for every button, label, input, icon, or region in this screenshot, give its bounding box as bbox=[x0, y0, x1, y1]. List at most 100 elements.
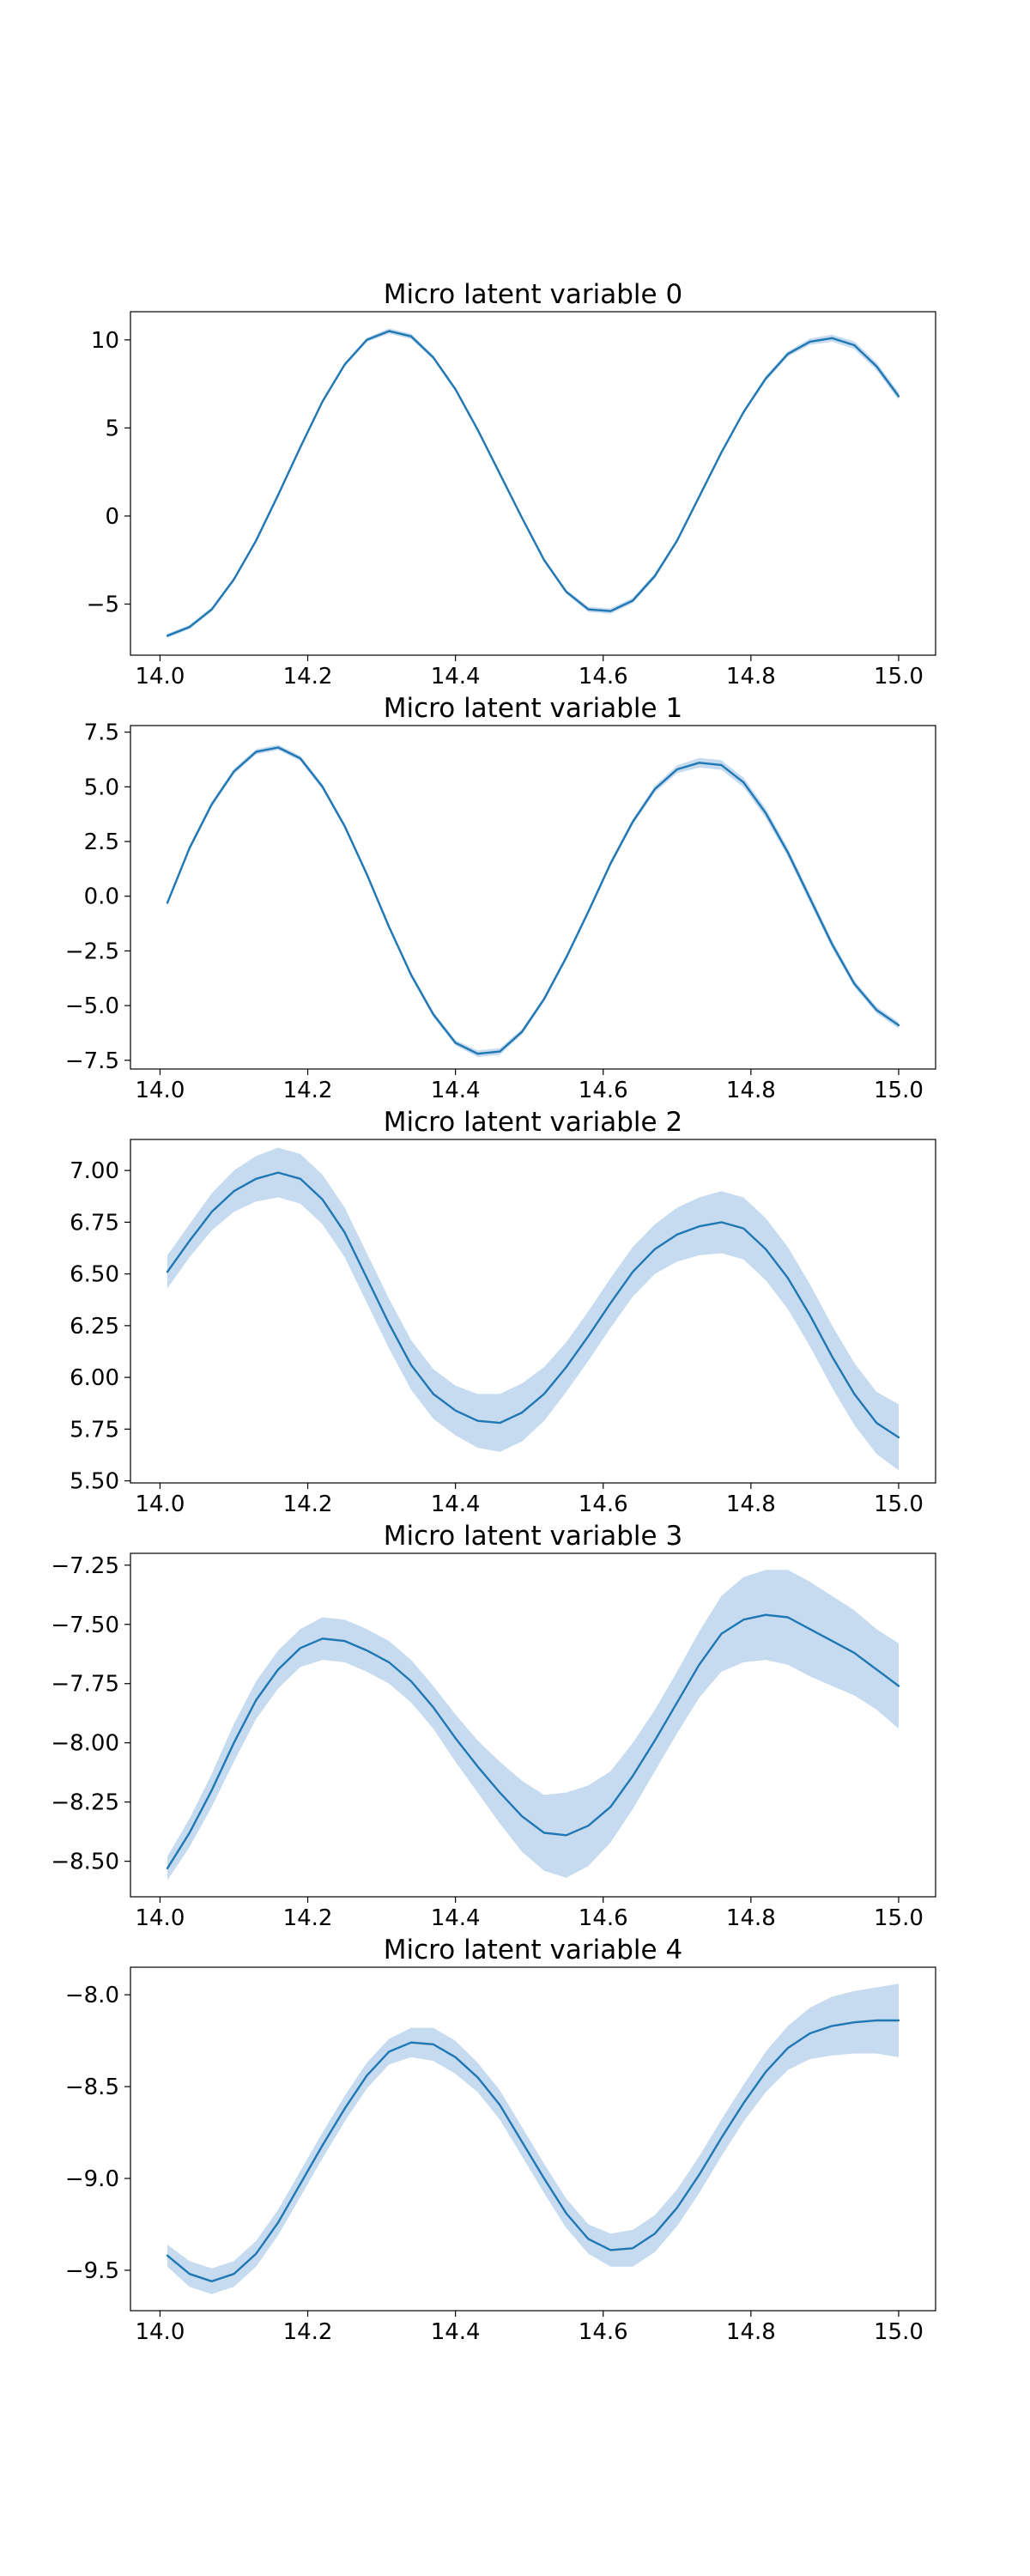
mean-line-layer bbox=[166, 2019, 900, 2283]
y-tick-label: 5.0 bbox=[84, 775, 119, 800]
x-axis: 14.0 14.2 14.4 14.6 14.8 15.0 bbox=[135, 1897, 924, 1931]
mean-line-layer bbox=[166, 1613, 900, 1870]
y-tick-label: −8.25 bbox=[51, 1790, 119, 1816]
y-tick-label: −7.25 bbox=[51, 1553, 119, 1579]
y-axis: 7.00 6.75 6.50 6.25 6.00 5.75 5.50 bbox=[70, 1158, 130, 1495]
uncertainty-band-layer bbox=[167, 1984, 899, 2294]
y-tick-label: 6.00 bbox=[70, 1365, 119, 1391]
plot-area bbox=[130, 312, 936, 655]
mean-line-layer bbox=[166, 746, 900, 1055]
x-tick-label: 14.6 bbox=[579, 2319, 628, 2345]
x-tick-label: 15.0 bbox=[874, 1492, 924, 1517]
x-tick-label: 14.8 bbox=[726, 664, 776, 690]
chart-title: Micro latent variable 1 bbox=[384, 693, 682, 724]
y-axis: 7.5 5.0 2.5 0.0 −2.5 −5.0 −7.5 bbox=[65, 720, 130, 1074]
y-tick-label: −7.75 bbox=[51, 1672, 119, 1698]
subplot-3: 14.0 14.2 14.4 14.6 14.8 15.0 −7.25 −7.50 −7.75… bbox=[51, 1521, 936, 1931]
y-tick-label: −7.50 bbox=[51, 1613, 119, 1638]
x-tick-label: 14.4 bbox=[431, 1905, 481, 1931]
y-tick-label: −9.0 bbox=[65, 2166, 119, 2192]
y-tick-label: 0.0 bbox=[84, 884, 119, 910]
y-tick-label: 10 bbox=[91, 328, 119, 354]
x-tick-label: 15.0 bbox=[874, 2319, 924, 2345]
series-line bbox=[166, 1171, 900, 1439]
x-tick-label: 14.4 bbox=[431, 2319, 481, 2345]
y-tick-label: −8.0 bbox=[65, 1983, 119, 2008]
uncertainty-band-layer bbox=[167, 1147, 899, 1471]
y-tick-label: 5.75 bbox=[70, 1417, 119, 1443]
series-line bbox=[166, 1613, 900, 1870]
subplot-2: 14.0 14.2 14.4 14.6 14.8 15.0 7.00 6.75 6.50 6.2… bbox=[70, 1107, 936, 1517]
x-tick-label: 14.0 bbox=[135, 2319, 185, 2345]
y-tick-label: 7.5 bbox=[84, 720, 119, 746]
y-tick-label: 5.50 bbox=[70, 1469, 119, 1495]
y-tick-label: −8.00 bbox=[51, 1731, 119, 1757]
y-tick-label: 6.50 bbox=[70, 1262, 119, 1288]
x-tick-label: 14.2 bbox=[283, 664, 333, 690]
y-tick-label: 5 bbox=[105, 416, 119, 441]
x-tick-label: 14.4 bbox=[431, 1078, 481, 1103]
mean-line-layer bbox=[166, 1171, 900, 1439]
x-tick-label: 14.2 bbox=[283, 1492, 333, 1517]
y-tick-label: −7.5 bbox=[65, 1048, 119, 1074]
uncertainty-band bbox=[167, 1984, 899, 2294]
y-tick-label: −8.5 bbox=[65, 2075, 119, 2100]
chart-title: Micro latent variable 3 bbox=[384, 1521, 682, 1552]
chart-title: Micro latent variable 4 bbox=[384, 1935, 682, 1965]
y-axis: 10 5 0 −5 bbox=[87, 328, 130, 618]
x-tick-label: 14.0 bbox=[135, 1078, 185, 1103]
subplot-1: 14.0 14.2 14.4 14.6 14.8 15.0 7.5 5.0 2.5 0.0 −2.… bbox=[65, 693, 936, 1103]
y-tick-label: −9.5 bbox=[65, 2258, 119, 2284]
y-tick-label: 6.75 bbox=[70, 1210, 119, 1236]
y-axis: −8.0 −8.5 −9.0 −9.5 bbox=[65, 1983, 130, 2284]
uncertainty-band-layer bbox=[167, 1570, 899, 1880]
subplot-0: 14.0 14.2 14.4 14.6 14.8 15.0 10 5 0 −5 Micro la… bbox=[87, 279, 936, 690]
x-axis: 14.0 14.2 14.4 14.6 14.8 15.0 bbox=[135, 1483, 924, 1517]
axes-frame bbox=[130, 1552, 936, 1898]
y-tick-label: 6.25 bbox=[70, 1314, 119, 1340]
chart-title: Micro latent variable 2 bbox=[384, 1107, 682, 1138]
x-tick-label: 14.0 bbox=[135, 664, 185, 690]
x-tick-label: 14.6 bbox=[579, 1492, 628, 1517]
x-tick-label: 15.0 bbox=[874, 1905, 924, 1931]
x-tick-label: 14.2 bbox=[283, 1905, 333, 1931]
x-tick-label: 14.0 bbox=[135, 1905, 185, 1931]
axes-frame bbox=[130, 725, 936, 1070]
axes-frame bbox=[130, 311, 936, 656]
x-axis: 14.0 14.2 14.4 14.6 14.8 15.0 bbox=[135, 655, 924, 690]
x-axis: 14.0 14.2 14.4 14.6 14.8 15.0 bbox=[135, 2311, 924, 2345]
x-tick-label: 14.2 bbox=[283, 2319, 333, 2345]
y-tick-label: −5.0 bbox=[65, 993, 119, 1019]
x-tick-label: 14.4 bbox=[431, 664, 481, 690]
x-tick-label: 14.8 bbox=[726, 2319, 776, 2345]
y-tick-label: −2.5 bbox=[65, 939, 119, 964]
chart-title: Micro latent variable 0 bbox=[384, 279, 682, 310]
y-tick-label: −5 bbox=[87, 592, 119, 618]
x-tick-label: 14.4 bbox=[431, 1492, 481, 1517]
x-tick-label: 14.0 bbox=[135, 1492, 185, 1517]
x-tick-label: 14.6 bbox=[579, 664, 628, 690]
y-tick-label: −8.50 bbox=[51, 1850, 119, 1875]
y-tick-label: 0 bbox=[105, 504, 119, 530]
y-axis: −7.25 −7.50 −7.75 −8.00 −8.25 −8.50 bbox=[51, 1553, 130, 1875]
mean-line-layer bbox=[166, 330, 900, 637]
uncertainty-band bbox=[167, 1570, 899, 1880]
axes-frame bbox=[130, 1139, 936, 1484]
axes-frame bbox=[130, 1966, 936, 2312]
series-line bbox=[166, 746, 900, 1055]
series-line bbox=[166, 2019, 900, 2283]
plot-area bbox=[130, 726, 936, 1069]
series-line bbox=[166, 330, 900, 637]
x-tick-label: 14.8 bbox=[726, 1492, 776, 1517]
subplot-4: 14.0 14.2 14.4 14.6 14.8 15.0 −8.0 −8.5 −9.0 −9.… bbox=[65, 1935, 936, 2345]
x-tick-label: 14.2 bbox=[283, 1078, 333, 1103]
x-axis: 14.0 14.2 14.4 14.6 14.8 15.0 bbox=[135, 1069, 924, 1103]
x-tick-label: 15.0 bbox=[874, 1078, 924, 1103]
x-tick-label: 14.8 bbox=[726, 1905, 776, 1931]
x-tick-label: 14.6 bbox=[579, 1078, 628, 1103]
x-tick-label: 14.8 bbox=[726, 1078, 776, 1103]
y-tick-label: 2.5 bbox=[84, 829, 119, 855]
y-tick-label: 7.00 bbox=[70, 1158, 119, 1184]
x-tick-label: 14.6 bbox=[579, 1905, 628, 1931]
